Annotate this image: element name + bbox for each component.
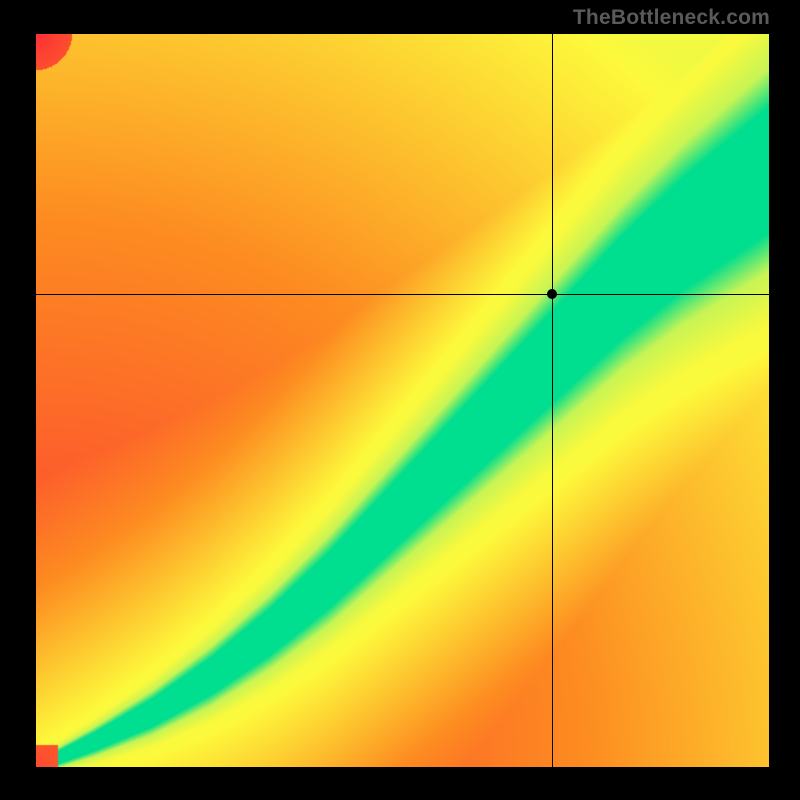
plot-frame xyxy=(35,33,770,768)
crosshair-horizontal xyxy=(35,294,770,295)
crosshair-marker xyxy=(547,289,557,299)
crosshair-vertical xyxy=(552,33,553,768)
chart-container: { "watermark": "TheBottleneck.com", "cha… xyxy=(0,0,800,800)
watermark-text: TheBottleneck.com xyxy=(573,6,770,30)
